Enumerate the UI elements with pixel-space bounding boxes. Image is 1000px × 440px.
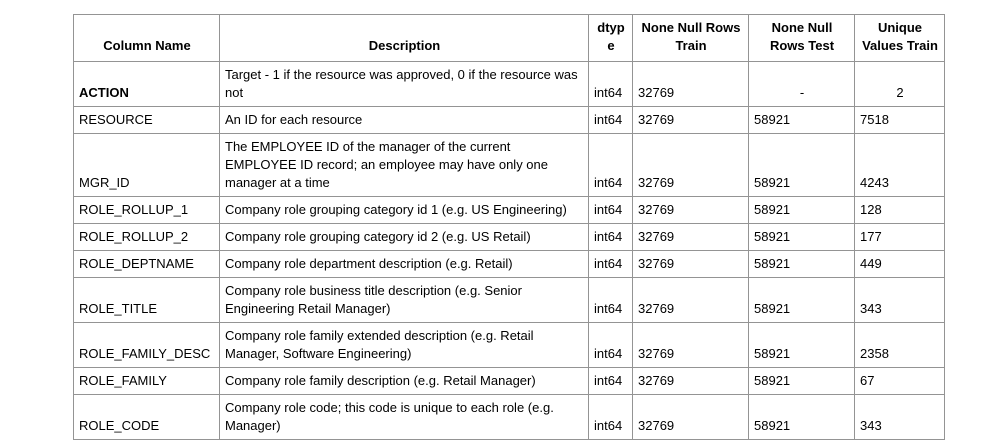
cell-dtype: int64 (588, 196, 633, 224)
cell-none-null-rows-train: 32769 (632, 322, 749, 368)
cell-unique-values-train: 2358 (854, 322, 945, 368)
data-dictionary-table-container: Column Name Description dtype None Null … (73, 14, 945, 440)
cell-column-name: ROLE_ROLLUP_1 (73, 196, 220, 224)
header-none-null-rows-train: None Null Rows Train (632, 14, 749, 62)
table-row: RESOURCE An ID for each resource int64 3… (73, 106, 945, 134)
cell-unique-values-train: 128 (854, 196, 945, 224)
cell-description: Company role code; this code is unique t… (219, 394, 589, 440)
cell-none-null-rows-train: 32769 (632, 106, 749, 134)
cell-none-null-rows-test: 58921 (748, 322, 855, 368)
cell-description: Company role family description (e.g. Re… (219, 367, 589, 395)
cell-column-name: ROLE_CODE (73, 394, 220, 440)
table-row: ACTION Target - 1 if the resource was ap… (73, 61, 945, 107)
cell-description: Company role family extended description… (219, 322, 589, 368)
table-body: ACTION Target - 1 if the resource was ap… (73, 61, 945, 440)
table-row: ROLE_FAMILY Company role family descript… (73, 367, 945, 395)
cell-none-null-rows-train: 32769 (632, 277, 749, 323)
cell-none-null-rows-train: 32769 (632, 61, 749, 107)
cell-none-null-rows-test: 58921 (748, 196, 855, 224)
cell-description: The EMPLOYEE ID of the manager of the cu… (219, 133, 589, 197)
cell-none-null-rows-train: 32769 (632, 367, 749, 395)
cell-description: Company role department description (e.g… (219, 250, 589, 278)
cell-description: Company role grouping category id 1 (e.g… (219, 196, 589, 224)
cell-unique-values-train: 67 (854, 367, 945, 395)
table-row: ROLE_ROLLUP_1 Company role grouping cate… (73, 196, 945, 224)
cell-unique-values-train: 7518 (854, 106, 945, 134)
cell-unique-values-train: 2 (854, 61, 945, 107)
header-description: Description (219, 14, 589, 62)
cell-dtype: int64 (588, 223, 633, 251)
cell-column-name: RESOURCE (73, 106, 220, 134)
cell-dtype: int64 (588, 250, 633, 278)
cell-column-name: ROLE_FAMILY_DESC (73, 322, 220, 368)
cell-none-null-rows-test: 58921 (748, 394, 855, 440)
cell-dtype: int64 (588, 106, 633, 134)
cell-column-name: MGR_ID (73, 133, 220, 197)
cell-none-null-rows-test: - (748, 61, 855, 107)
cell-none-null-rows-train: 32769 (632, 223, 749, 251)
cell-none-null-rows-train: 32769 (632, 250, 749, 278)
table-row: ROLE_ROLLUP_2 Company role grouping cate… (73, 223, 945, 251)
cell-description: Company role business title description … (219, 277, 589, 323)
header-unique-values-train: Unique Values Train (854, 14, 945, 62)
header-none-null-rows-test: None Null Rows Test (748, 14, 855, 62)
cell-dtype: int64 (588, 394, 633, 440)
data-dictionary-table: Column Name Description dtype None Null … (73, 14, 945, 440)
cell-column-name: ROLE_FAMILY (73, 367, 220, 395)
header-dtype: dtype (588, 14, 633, 62)
cell-dtype: int64 (588, 61, 633, 107)
cell-none-null-rows-test: 58921 (748, 367, 855, 395)
cell-description: An ID for each resource (219, 106, 589, 134)
table-row: ROLE_TITLE Company role business title d… (73, 277, 945, 323)
cell-dtype: int64 (588, 367, 633, 395)
table-header-row: Column Name Description dtype None Null … (73, 14, 945, 62)
cell-column-name: ROLE_ROLLUP_2 (73, 223, 220, 251)
cell-column-name: ACTION (73, 61, 220, 107)
cell-unique-values-train: 343 (854, 394, 945, 440)
cell-none-null-rows-train: 32769 (632, 394, 749, 440)
cell-none-null-rows-test: 58921 (748, 133, 855, 197)
cell-none-null-rows-train: 32769 (632, 196, 749, 224)
cell-unique-values-train: 343 (854, 277, 945, 323)
cell-unique-values-train: 449 (854, 250, 945, 278)
table-row: MGR_ID The EMPLOYEE ID of the manager of… (73, 133, 945, 197)
cell-unique-values-train: 4243 (854, 133, 945, 197)
table-row: ROLE_DEPTNAME Company role department de… (73, 250, 945, 278)
cell-none-null-rows-train: 32769 (632, 133, 749, 197)
cell-none-null-rows-test: 58921 (748, 277, 855, 323)
cell-dtype: int64 (588, 277, 633, 323)
cell-none-null-rows-test: 58921 (748, 106, 855, 134)
cell-none-null-rows-test: 58921 (748, 223, 855, 251)
cell-column-name: ROLE_TITLE (73, 277, 220, 323)
cell-unique-values-train: 177 (854, 223, 945, 251)
cell-description: Target - 1 if the resource was approved,… (219, 61, 589, 107)
cell-column-name: ROLE_DEPTNAME (73, 250, 220, 278)
cell-dtype: int64 (588, 133, 633, 197)
table-row: ROLE_FAMILY_DESC Company role family ext… (73, 322, 945, 368)
header-column-name: Column Name (73, 14, 220, 62)
table-row: ROLE_CODE Company role code; this code i… (73, 394, 945, 440)
cell-none-null-rows-test: 58921 (748, 250, 855, 278)
cell-dtype: int64 (588, 322, 633, 368)
cell-description: Company role grouping category id 2 (e.g… (219, 223, 589, 251)
